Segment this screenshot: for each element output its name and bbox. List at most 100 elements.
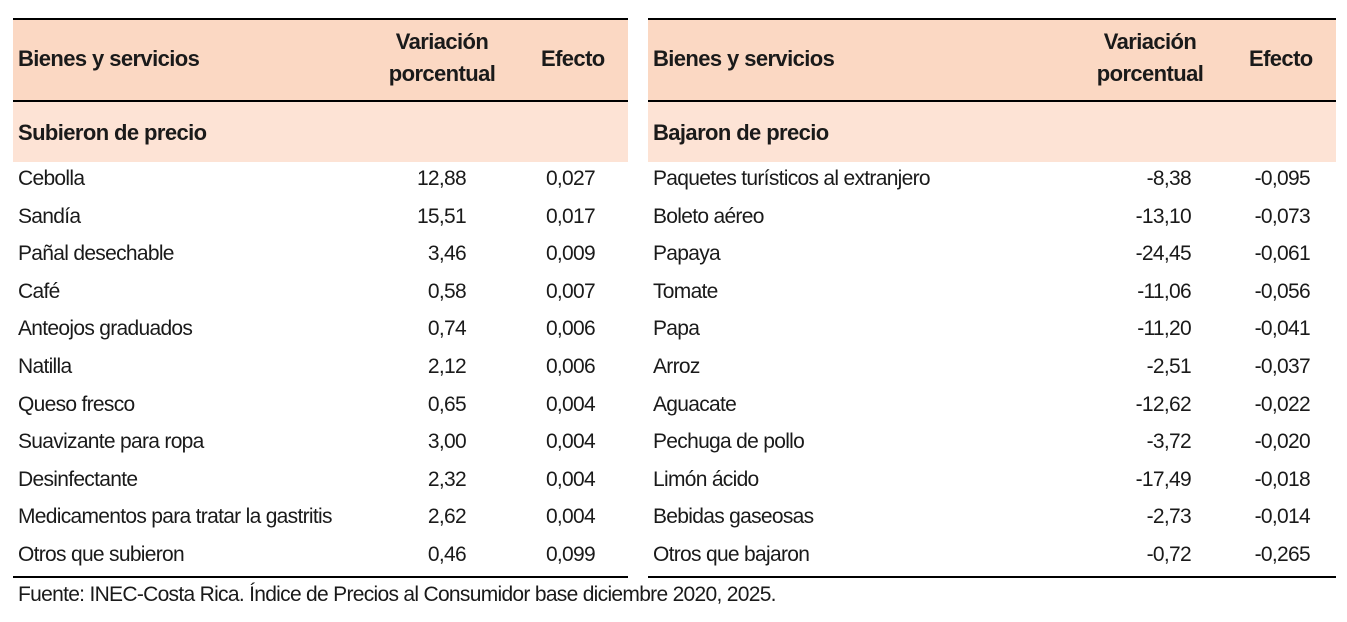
- column-header-goods: Bienes y servicios: [653, 46, 835, 71]
- table-row: Otros que subieron 0,46 0,099: [13, 538, 628, 576]
- table-row: Papa -11,20 -0,041: [648, 312, 1336, 350]
- effect-cell: 0,004: [545, 430, 596, 454]
- goods-name-cell: Paquetes turísticos al extranjero: [653, 167, 931, 190]
- table-row: Otros que bajaron -0,72 -0,265: [648, 538, 1336, 576]
- effect-cell: 0,004: [545, 392, 596, 416]
- table-row: Anteojos graduados 0,74 0,006: [13, 312, 628, 350]
- effect-cell: -0,056: [1254, 279, 1311, 303]
- table-header: Bienes y servicios Variación porcentual …: [13, 20, 628, 102]
- table-row: Papaya -24,45 -0,061: [648, 237, 1336, 275]
- section-header: Subieron de precio: [13, 102, 628, 162]
- goods-name-cell: Pañal desechable: [18, 242, 174, 266]
- table-row: Arroz -2,51 -0,037: [648, 350, 1336, 388]
- goods-name-cell: Medicamentos para tratar la gastritis: [18, 505, 332, 529]
- table-row: Queso fresco 0,65 0,004: [13, 388, 628, 426]
- effect-cell: -0,265: [1254, 542, 1311, 566]
- goods-name-cell: Limón ácido: [653, 467, 759, 491]
- price-increase-table: Bienes y servicios Variación porcentual …: [13, 18, 628, 578]
- table-body: Cebolla 12,88 0,027 Sandía 15,51 0,017 Pañal…: [13, 162, 628, 578]
- table-row: Pañal desechable 3,46 0,009: [13, 237, 628, 275]
- variation-cell: 0,46: [427, 542, 467, 566]
- goods-name-cell: Queso fresco: [18, 392, 135, 416]
- effect-cell: -0,018: [1254, 467, 1311, 491]
- variation-cell: -8,38: [1146, 167, 1192, 190]
- variation-cell: -11,06: [1137, 279, 1191, 303]
- column-header-variation: Variación porcentual: [367, 26, 517, 90]
- column-header-variation-line1: Variación: [1103, 29, 1197, 54]
- effect-cell: 0,009: [545, 242, 596, 266]
- effect-cell: -0,037: [1254, 354, 1311, 378]
- table-row: Café 0,58 0,007: [13, 275, 628, 313]
- goods-name-cell: Café: [18, 279, 60, 303]
- source-note: Fuente: INEC-Costa Rica. Índice de Preci…: [18, 583, 777, 606]
- variation-cell: -13,10: [1135, 204, 1192, 228]
- table-header: Bienes y servicios Variación porcentual …: [648, 20, 1336, 102]
- variation-cell: 2,12: [427, 354, 467, 378]
- table-row: Boleto aéreo -13,10 -0,073: [648, 200, 1336, 238]
- table-row: Desinfectante 2,32 0,004: [13, 463, 628, 501]
- variation-cell: 0,58: [427, 279, 467, 303]
- section-header: Bajaron de precio: [648, 102, 1336, 162]
- effect-cell: 0,004: [545, 505, 596, 529]
- column-header-variation-line1: Variación: [395, 29, 489, 54]
- variation-cell: 3,00: [427, 430, 467, 454]
- table-row: Natilla 2,12 0,006: [13, 350, 628, 388]
- variation-cell: 12,88: [416, 167, 467, 190]
- table-row: Suavizante para ropa 3,00 0,004: [13, 425, 628, 463]
- column-header-goods: Bienes y servicios: [18, 46, 200, 71]
- effect-cell: -0,061: [1254, 242, 1311, 266]
- table-row: Aguacate -12,62 -0,022: [648, 388, 1336, 426]
- variation-cell: -2,51: [1146, 354, 1192, 378]
- column-header-variation: Variación porcentual: [1075, 26, 1225, 90]
- effect-cell: 0,006: [545, 317, 596, 341]
- variation-cell: -3,72: [1146, 430, 1192, 454]
- goods-name-cell: Cebolla: [18, 167, 85, 190]
- variation-cell: 0,74: [427, 317, 467, 341]
- variation-cell: -17,49: [1135, 467, 1192, 491]
- goods-name-cell: Sandía: [18, 204, 81, 228]
- price-decrease-table: Bienes y servicios Variación porcentual …: [648, 18, 1336, 578]
- goods-name-cell: Bebidas gaseosas: [653, 505, 814, 529]
- variation-cell: 15,51: [416, 204, 467, 228]
- table-row: Pechuga de pollo -3,72 -0,020: [648, 425, 1336, 463]
- goods-name-cell: Tomate: [653, 279, 718, 303]
- goods-name-cell: Pechuga de pollo: [653, 430, 805, 454]
- effect-cell: 0,007: [545, 279, 596, 303]
- effect-cell: 0,006: [545, 354, 596, 378]
- variation-cell: -11,20: [1137, 317, 1191, 341]
- effect-cell: -0,041: [1254, 317, 1311, 341]
- variation-cell: -0,72: [1146, 542, 1192, 566]
- table-row: Bebidas gaseosas -2,73 -0,014: [648, 500, 1336, 538]
- table-row: Cebolla 12,88 0,027: [13, 162, 628, 200]
- goods-name-cell: Arroz: [653, 354, 700, 378]
- column-header-variation-line2: porcentual: [388, 61, 496, 86]
- variation-cell: 2,62: [427, 505, 467, 529]
- goods-name-cell: Suavizante para ropa: [18, 430, 204, 454]
- column-header-effect: Efecto: [541, 46, 605, 71]
- variation-cell: 3,46: [427, 242, 467, 266]
- goods-name-cell: Natilla: [18, 354, 72, 378]
- table-row: Limón ácido -17,49 -0,018: [648, 463, 1336, 501]
- goods-name-cell: Papaya: [653, 242, 721, 266]
- table-body: Paquetes turísticos al extranjero -8,38 -0…: [648, 162, 1336, 578]
- effect-cell: -0,073: [1254, 204, 1311, 228]
- variation-cell: 2,32: [427, 467, 467, 491]
- column-header-effect: Efecto: [1249, 46, 1313, 71]
- variation-cell: -2,73: [1146, 505, 1192, 529]
- effect-cell: -0,095: [1254, 167, 1311, 190]
- section-label: Subieron de precio: [18, 120, 207, 145]
- effect-cell: -0,014: [1254, 505, 1311, 529]
- goods-name-cell: Aguacate: [653, 392, 737, 416]
- effect-cell: -0,022: [1254, 392, 1311, 416]
- goods-name-cell: Otros que subieron: [18, 542, 185, 566]
- table-row: Medicamentos para tratar la gastritis 2,6…: [13, 500, 628, 538]
- variation-cell: 0,65: [427, 392, 467, 416]
- goods-name-cell: Anteojos graduados: [18, 317, 193, 341]
- effect-cell: 0,004: [545, 467, 596, 491]
- goods-name-cell: Boleto aéreo: [653, 204, 764, 228]
- table-row: Sandía 15,51 0,017: [13, 200, 628, 238]
- goods-name-cell: Otros que bajaron: [653, 542, 810, 566]
- goods-name-cell: Desinfectante: [18, 467, 138, 491]
- table-row: Tomate -11,06 -0,056: [648, 275, 1336, 313]
- goods-name-cell: Papa: [653, 317, 700, 341]
